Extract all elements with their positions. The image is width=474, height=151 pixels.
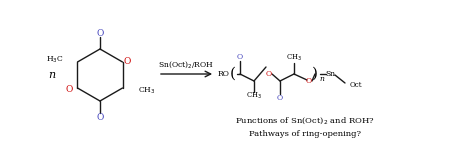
Text: ): ) <box>312 67 318 81</box>
Text: CH$_3$: CH$_3$ <box>286 53 302 63</box>
Text: CH$_3$: CH$_3$ <box>246 91 262 101</box>
Text: O: O <box>96 112 104 122</box>
Text: Sn(Oct)$_2$/ROH: Sn(Oct)$_2$/ROH <box>158 59 215 71</box>
Text: (: ( <box>230 67 236 81</box>
Text: O: O <box>124 56 131 66</box>
Text: CH$_3$: CH$_3$ <box>137 86 155 96</box>
Text: O: O <box>237 53 243 61</box>
Text: RO: RO <box>217 70 229 78</box>
Text: Oct: Oct <box>350 81 363 89</box>
Text: Sn: Sn <box>325 70 335 78</box>
Text: O: O <box>65 85 73 93</box>
Text: n: n <box>48 70 55 80</box>
Text: O: O <box>306 77 312 85</box>
Text: Functions of Sn(Oct)$_2$ and ROH?: Functions of Sn(Oct)$_2$ and ROH? <box>235 116 375 127</box>
Text: Pathways of ring-opening?: Pathways of ring-opening? <box>249 130 361 138</box>
Text: O: O <box>96 29 104 37</box>
Text: O: O <box>277 94 283 102</box>
Text: H$_3$C: H$_3$C <box>46 55 64 65</box>
Text: n: n <box>319 75 324 83</box>
Text: O: O <box>266 70 272 78</box>
